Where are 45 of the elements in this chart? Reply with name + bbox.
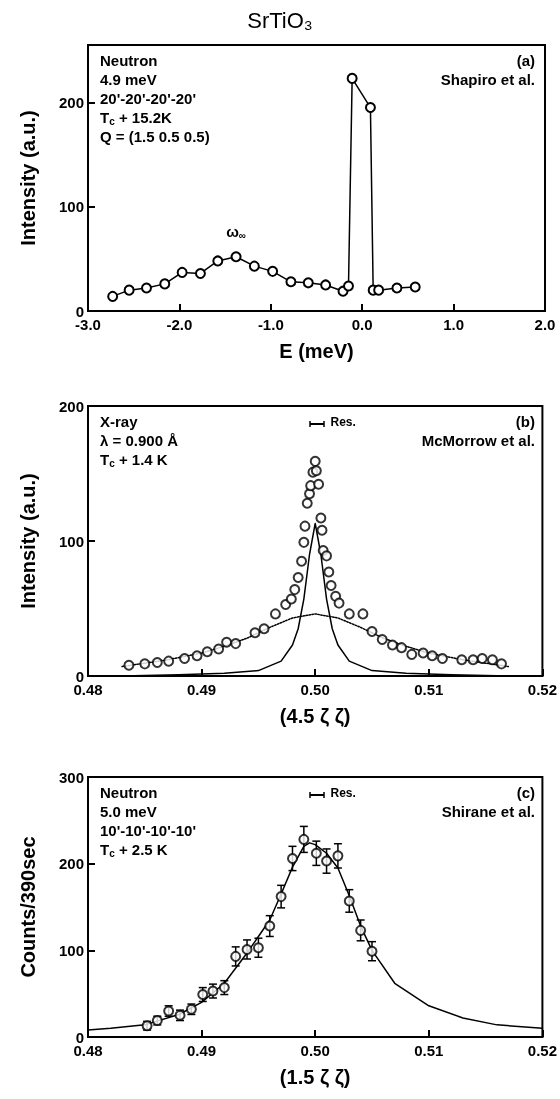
annotation: 10'-10'-10'-10' xyxy=(100,822,196,839)
x-tick-label: 0.49 xyxy=(187,681,217,698)
y-axis-title: Intensity (a.u.) xyxy=(17,110,39,246)
chart-title: SrTiO₃ xyxy=(247,7,313,33)
x-axis-title: (1.5 ζ ζ) xyxy=(279,1066,351,1088)
annotation: (c) xyxy=(516,784,536,801)
y-tick-label: 100 xyxy=(58,941,84,959)
x-tick-label: 0.51 xyxy=(414,1042,444,1059)
y-axis-title: Intensity (a.u.) xyxy=(17,473,39,609)
x-tick-label: 0.52 xyxy=(527,681,557,698)
annotation: Q = (1.5 0.5 0.5) xyxy=(100,128,210,145)
annotation: Res. xyxy=(330,786,356,800)
x-tick-label: 0.50 xyxy=(300,1042,330,1059)
x-tick-label: -1.0 xyxy=(257,316,284,333)
annotation: Neutron xyxy=(100,52,158,69)
annotation: 20'-20'-20'-20' xyxy=(100,90,196,107)
annotation: (b) xyxy=(515,413,535,430)
annotation: Shapiro et al. xyxy=(440,71,536,88)
x-tick-label: -2.0 xyxy=(166,316,193,333)
x-axis-title: E (meV) xyxy=(279,340,354,362)
y-axis-title: Counts/390sec xyxy=(17,836,39,978)
y-tick-label: 100 xyxy=(58,532,84,550)
y-tick-label: 200 xyxy=(58,93,84,111)
annotation: X-ray xyxy=(100,413,139,430)
x-tick-label: 0.51 xyxy=(414,681,444,698)
annotation: Shirane et al. xyxy=(441,803,536,820)
annotation: 5.0 meV xyxy=(100,803,157,820)
y-tick-label: 200 xyxy=(58,855,84,873)
y-tick-label: 300 xyxy=(58,768,84,786)
annotation: Res. xyxy=(330,415,356,429)
annotation: λ = 0.900 Å xyxy=(100,432,179,449)
x-tick-label: 2.0 xyxy=(534,316,556,333)
annotation: ω∞ xyxy=(226,223,246,242)
x-tick-label: 0.52 xyxy=(527,1042,557,1059)
x-tick-label: 1.0 xyxy=(443,316,465,333)
annotation: McMorrow et al. xyxy=(421,432,536,449)
x-tick-label: 0.50 xyxy=(300,681,330,698)
y-tick-label: 100 xyxy=(58,198,84,216)
annotation: (a) xyxy=(516,52,536,69)
x-axis-title: (4.5 ζ ζ) xyxy=(279,705,351,727)
x-tick-label: 0.49 xyxy=(187,1042,217,1059)
annotation: Neutron xyxy=(100,784,158,801)
annotation: 4.9 meV xyxy=(100,71,157,88)
y-tick-label: 200 xyxy=(58,397,84,415)
x-tick-label: 0.0 xyxy=(351,316,373,333)
